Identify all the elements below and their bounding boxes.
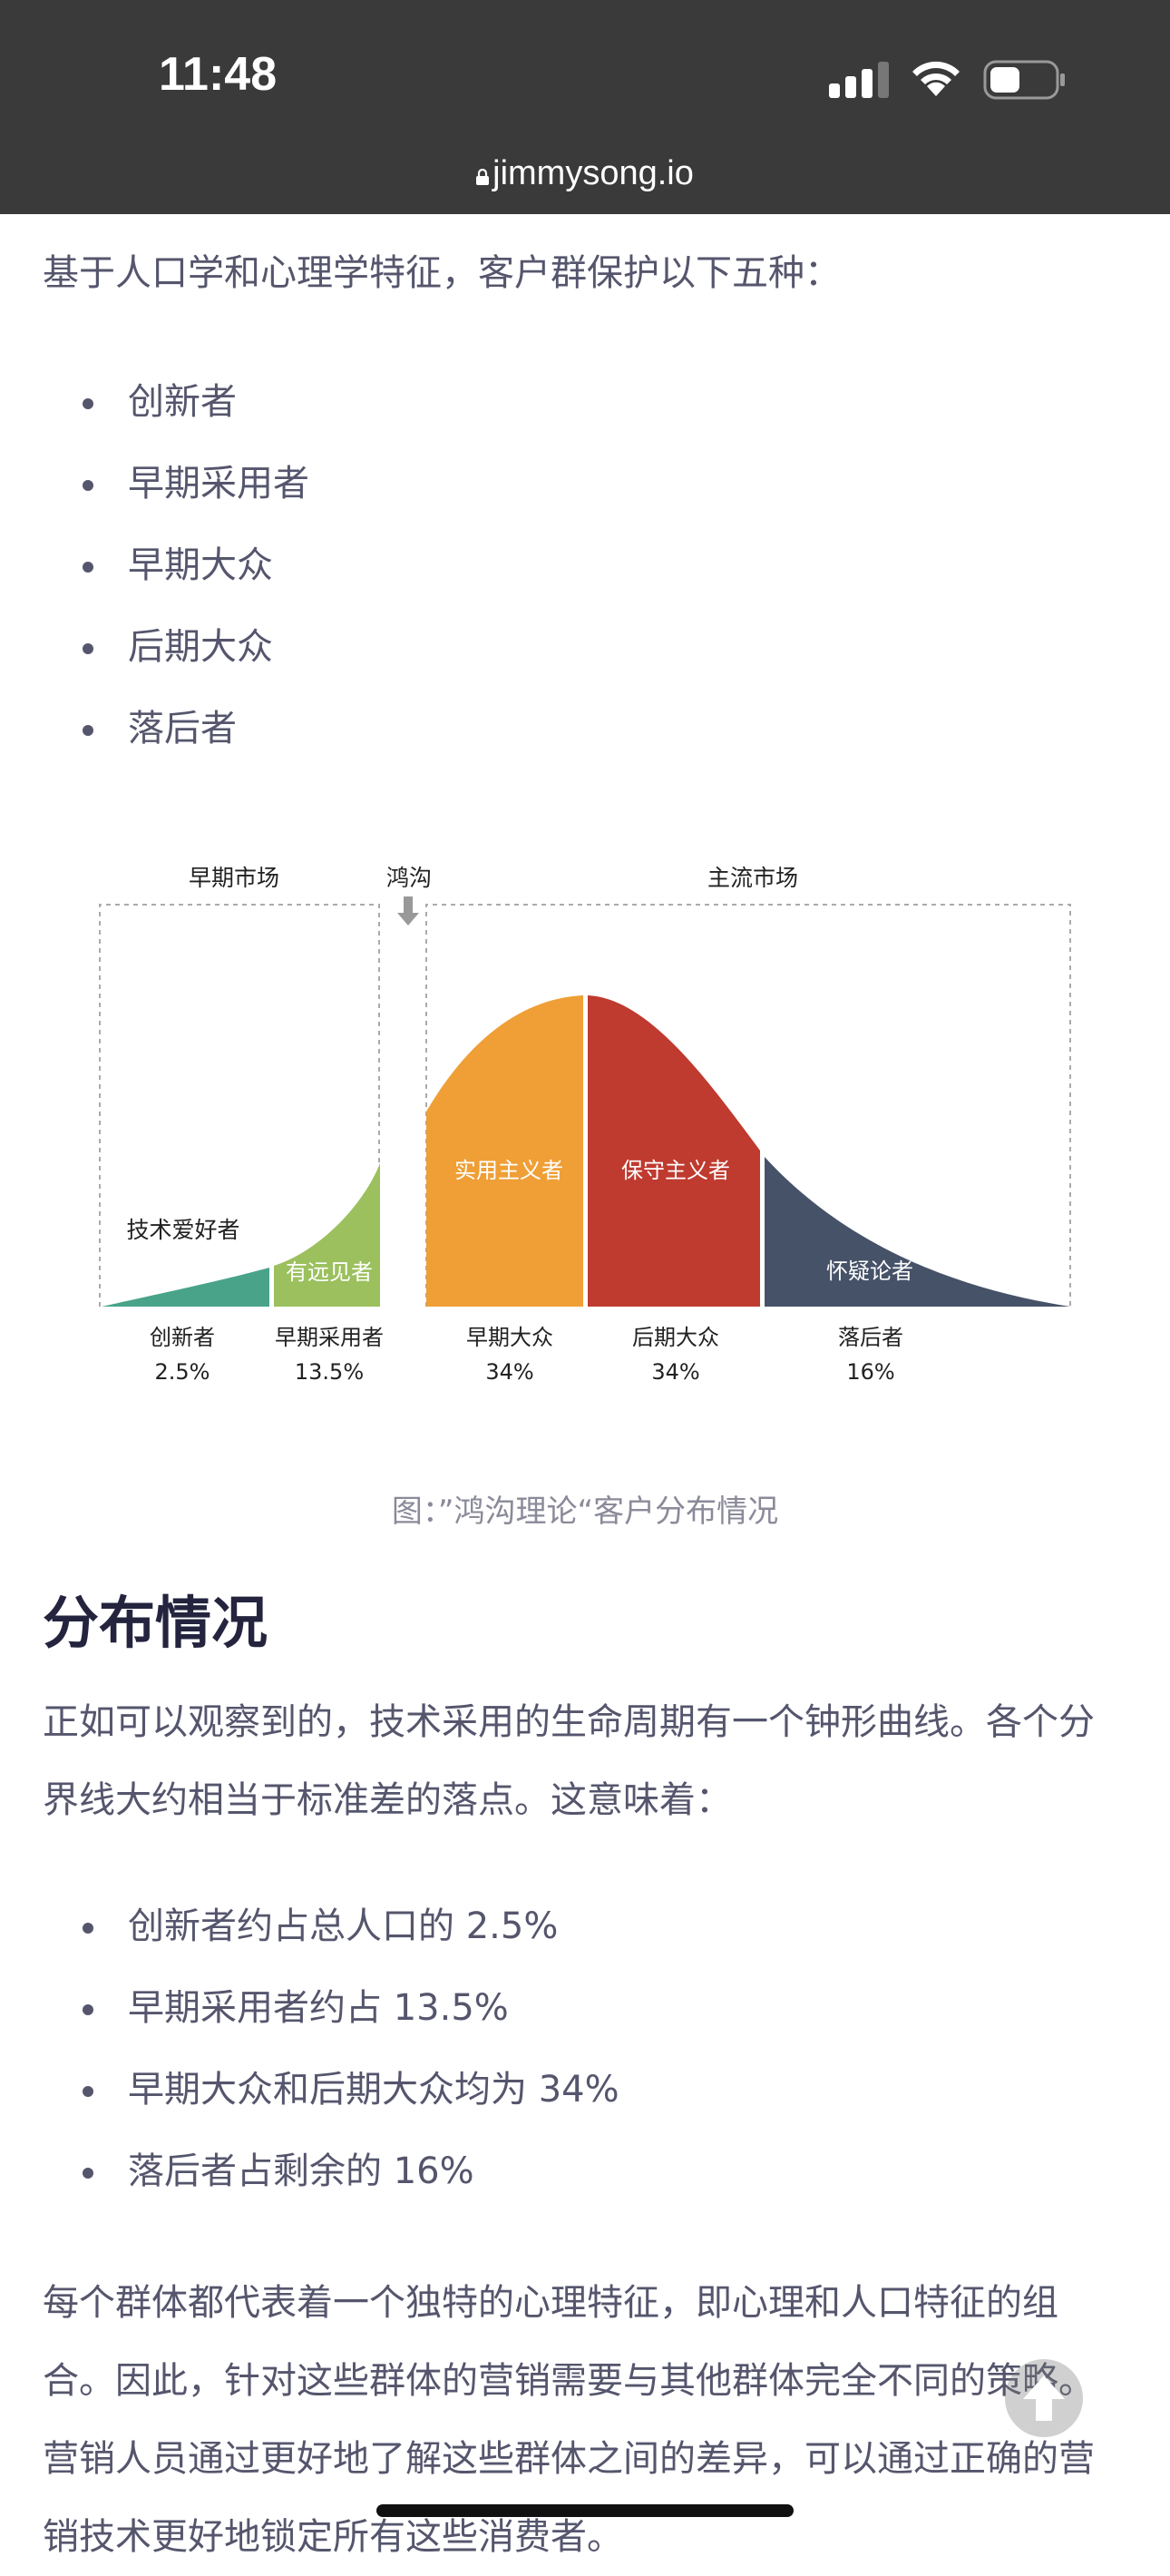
list-item: 创新者 [43, 361, 309, 443]
list-item: 早期采用者 [43, 443, 309, 524]
battery-icon [983, 60, 1065, 100]
distribution-list: 创新者约占总人口的 2.5% 早期采用者约占 13.5% 早期大众和后期大众均为… [43, 1885, 619, 2212]
list-item: 早期大众 [43, 524, 309, 606]
category-label: 创新者 [150, 1325, 215, 1350]
url-domain: jimmysong.io [492, 154, 694, 192]
segment-list: 创新者 早期采用者 早期大众 后期大众 落后者 [43, 361, 309, 769]
curve-label-skeptics: 怀疑论者 [826, 1259, 913, 1284]
bullet-icon [83, 2004, 93, 2015]
percent-label: 2.5% [155, 1359, 210, 1385]
bullet-icon [83, 725, 93, 736]
segment-innovators-area [102, 1268, 269, 1307]
early-market-bracket [99, 904, 380, 1307]
list-item: 创新者约占总人口的 2.5% [43, 1885, 619, 1967]
segment-laggards-area [765, 1157, 1070, 1307]
bullet-icon [83, 398, 93, 409]
percent-label: 34% [651, 1359, 699, 1385]
bullet-icon [83, 480, 93, 491]
bullet-icon [83, 2086, 93, 2097]
curve-label-tech-enthusiasts: 技术爱好者 [126, 1217, 239, 1243]
list-item: 落后者占剩余的 16% [43, 2130, 619, 2212]
figure-caption: 图：”鸿沟理论“客户分布情况 [391, 1494, 779, 1530]
mainstream-market-bracket [425, 904, 1071, 1307]
category-label: 早期大众 [466, 1325, 553, 1350]
list-item: 落后者 [43, 688, 309, 769]
arrow-up-icon [1023, 2375, 1065, 2421]
chasm-arrow-icon [397, 896, 419, 926]
curve-label-visionaries: 有远见者 [286, 1259, 373, 1285]
browser-chrome: 11:48 jimmysong.io [0, 0, 1170, 214]
curve-label-pragmatists: 实用主义者 [454, 1158, 563, 1183]
list-item: 后期大众 [43, 606, 309, 688]
home-indicator[interactable] [376, 2504, 794, 2517]
category-label: 落后者 [838, 1325, 903, 1350]
bullet-icon [83, 1923, 93, 1934]
percent-label: 16% [846, 1359, 894, 1385]
bullet-icon [83, 562, 93, 573]
segments-paragraph: 每个群体都代表着一个独特的心理特征，即心理和人口特征的组合。因此，针对这些群体的… [43, 2282, 1095, 2558]
list-item: 早期采用者约占 13.5% [43, 1967, 619, 2049]
percent-label: 13.5% [295, 1359, 364, 1385]
chasm-chart: 早期市场 鸿沟 主流市场 技术爱好者 有远见者 实用主义者 保守主义者 怀疑论者… [99, 865, 1071, 1385]
segment-early-adopters-area [274, 1163, 380, 1307]
section-heading: 分布情况 [43, 1590, 268, 1656]
segment-early-majority-area [426, 995, 583, 1307]
percent-label: 34% [485, 1359, 533, 1385]
intro-paragraph: 基于人口学和心理学特征，客户群保护以下五种： [43, 252, 841, 294]
wifi-icon [912, 61, 960, 96]
url-bar[interactable]: jimmysong.io [0, 154, 1170, 193]
chasm-label: 鸿沟 [386, 865, 432, 891]
curve-label-conservatives: 保守主义者 [621, 1158, 730, 1183]
scroll-to-top-button[interactable] [1005, 2359, 1083, 2437]
segment-late-majority-area [588, 995, 760, 1307]
cellular-signal-icon [829, 62, 889, 98]
bullet-icon [83, 643, 93, 654]
early-market-label: 早期市场 [189, 865, 279, 891]
status-time: 11:48 [159, 48, 278, 101]
category-label: 早期采用者 [275, 1325, 384, 1350]
category-label: 后期大众 [632, 1325, 719, 1350]
list-item: 早期大众和后期大众均为 34% [43, 2049, 619, 2130]
lock-icon [476, 169, 490, 185]
bullet-icon [83, 2168, 93, 2179]
distribution-paragraph: 正如可以观察到的，技术采用的生命周期有一个钟形曲线。各个分界线大约相当于标准差的… [43, 1701, 1095, 1821]
mainstream-market-label: 主流市场 [707, 865, 798, 891]
